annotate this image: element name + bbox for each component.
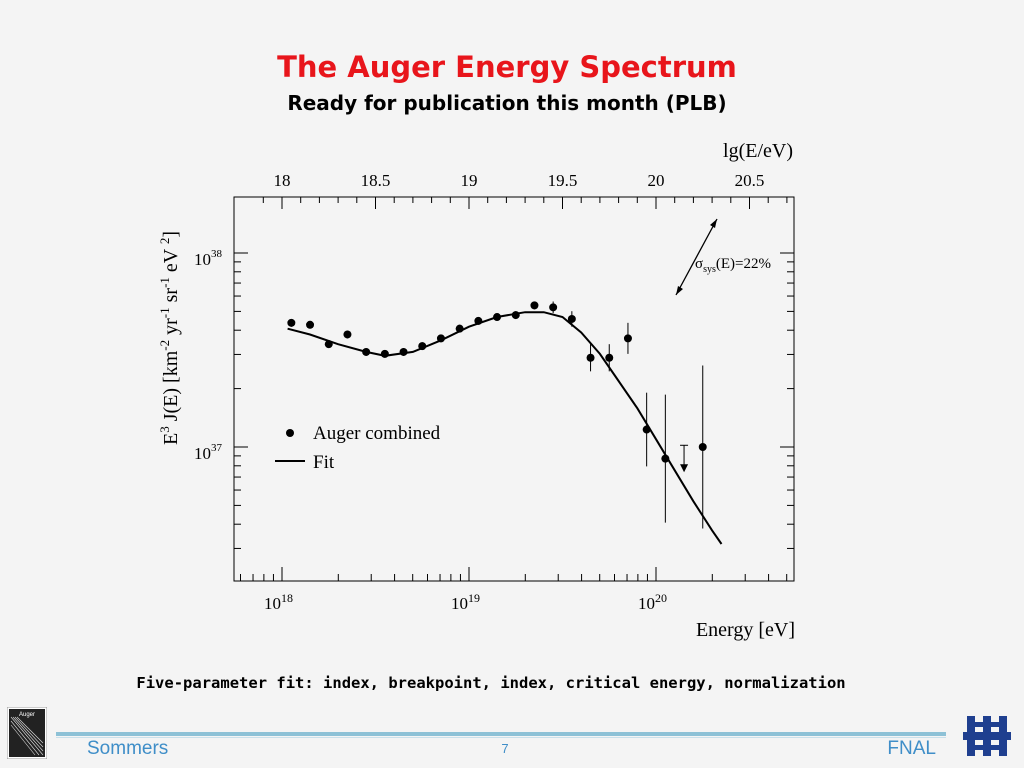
legend-label-auger: Auger combined [313, 423, 441, 444]
data-point [324, 340, 333, 349]
data-points-group [287, 301, 707, 529]
systematic-uncertainty-arrow [675, 218, 718, 296]
data-point [493, 313, 502, 322]
page-number: 7 [501, 741, 509, 756]
svg-text:Auger: Auger [19, 712, 35, 718]
footer-divider [56, 732, 946, 736]
slide-subtitle: Ready for publication this month (PLB) [287, 91, 727, 115]
top-tick-label: 18 [274, 171, 291, 190]
x-axis-label: Energy [eV] [696, 619, 795, 641]
data-point [530, 301, 539, 310]
upper-limit-arrow [680, 464, 689, 473]
data-point [380, 349, 389, 358]
data-point [455, 324, 464, 333]
data-point [362, 347, 371, 356]
tick-labels: 1018 1019 1020 18 18.5 19 19.5 20 20.5 1038 1037 [194, 171, 764, 613]
y-tick-label: 1038 [194, 248, 223, 269]
top-tick-label: 20 [648, 171, 665, 190]
data-point [642, 425, 651, 434]
slide-title: The Auger Energy Spectrum [277, 50, 737, 84]
data-point [418, 342, 427, 351]
data-point [698, 443, 707, 451]
fermilab-logo-icon [963, 716, 1011, 756]
footer-author: Sommers [87, 738, 169, 759]
x-tick-label: 1018 [264, 591, 293, 613]
data-point [474, 316, 483, 325]
legend-label-fit: Fit [313, 452, 335, 473]
data-point [549, 303, 558, 312]
x-tick-label: 1019 [451, 591, 480, 613]
data-point [287, 318, 296, 327]
data-point [399, 347, 408, 356]
plot-frame [233, 196, 795, 582]
top-tick-label: 19 [461, 171, 478, 190]
footer-divider-thin [56, 737, 946, 738]
axis-ticks [234, 197, 794, 581]
data-point [605, 353, 614, 362]
data-point [661, 454, 670, 463]
top-tick-label: 18.5 [361, 171, 391, 190]
data-point [586, 353, 595, 362]
top-tick-label: 19.5 [548, 171, 578, 190]
top-tick-label: 20.5 [735, 171, 765, 190]
slide-caption: Five-parameter fit: index, breakpoint, i… [136, 674, 846, 692]
data-point [436, 334, 445, 343]
y-tick-label: 1037 [194, 442, 223, 463]
data-point [343, 330, 352, 339]
top-axis-label: lg(E/eV) [723, 140, 793, 162]
data-point [623, 334, 632, 343]
x-tick-label: 1020 [638, 591, 667, 613]
data-point [306, 320, 315, 329]
y-axis-label: E3 J(E) [km-2 yr-1 sr-1 eV 2] [157, 231, 182, 445]
legend-marker-dot [286, 429, 294, 437]
footer-institution: FNAL [887, 738, 936, 759]
data-point [567, 314, 576, 323]
data-point [511, 311, 520, 320]
systematic-annotation: σsys(E)=22% [695, 256, 771, 275]
auger-logo-icon: Auger [7, 707, 47, 759]
